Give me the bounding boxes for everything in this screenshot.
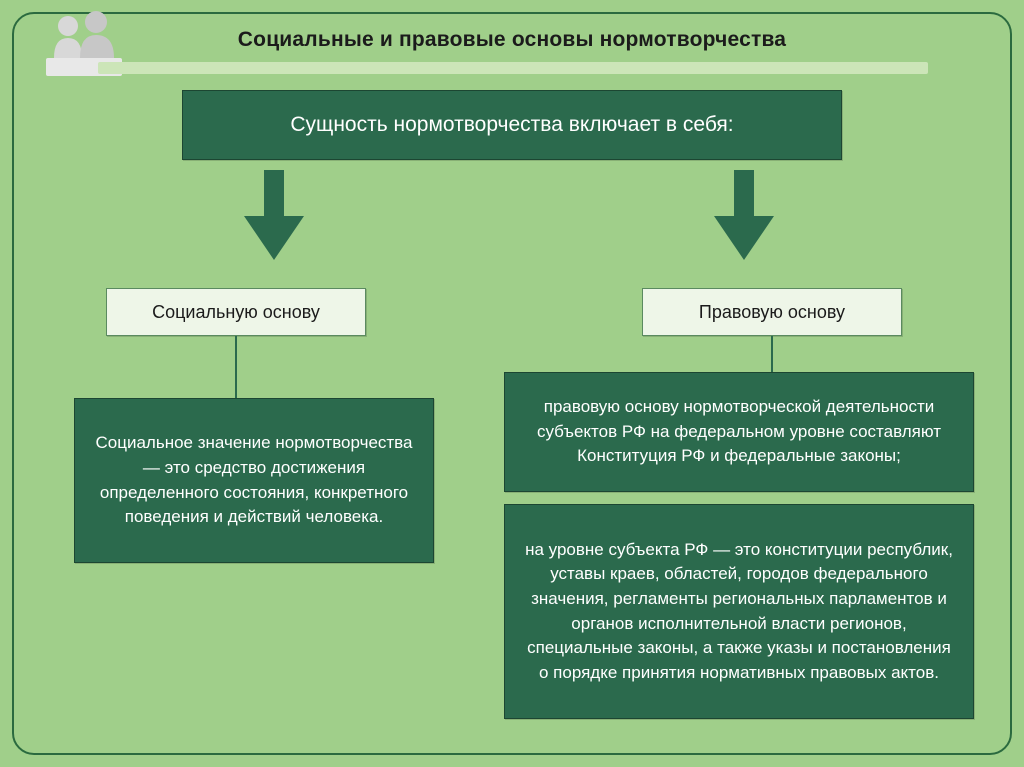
legal-basis-text: Правовую основу — [699, 299, 845, 325]
social-desc-text: Социальное значение нормотворчества — эт… — [93, 431, 415, 530]
social-desc-box: Социальное значение нормотворчества — эт… — [74, 398, 434, 563]
legal-desc-2-box: на уровне субъекта РФ — это конституции … — [504, 504, 974, 719]
connector-right — [771, 336, 773, 372]
arrow-right-icon — [714, 170, 774, 260]
essence-text: Сущность нормотворчества включает в себя… — [290, 110, 733, 140]
page-title: Социальные и правовые основы нормотворче… — [14, 28, 1010, 52]
legal-desc-2-text: на уровне субъекта РФ — это конституции … — [523, 538, 955, 686]
title-underline — [98, 62, 928, 74]
social-basis-label: Социальную основу — [106, 288, 366, 336]
legal-basis-label: Правовую основу — [642, 288, 902, 336]
legal-desc-1-text: правовую основу нормотворческой деятельн… — [523, 395, 955, 469]
connector-left — [235, 336, 237, 398]
slide-frame: Социальные и правовые основы нормотворче… — [12, 12, 1012, 755]
social-basis-text: Социальную основу — [152, 299, 320, 325]
arrow-left-icon — [244, 170, 304, 260]
essence-box: Сущность нормотворчества включает в себя… — [182, 90, 842, 160]
legal-desc-1-box: правовую основу нормотворческой деятельн… — [504, 372, 974, 492]
